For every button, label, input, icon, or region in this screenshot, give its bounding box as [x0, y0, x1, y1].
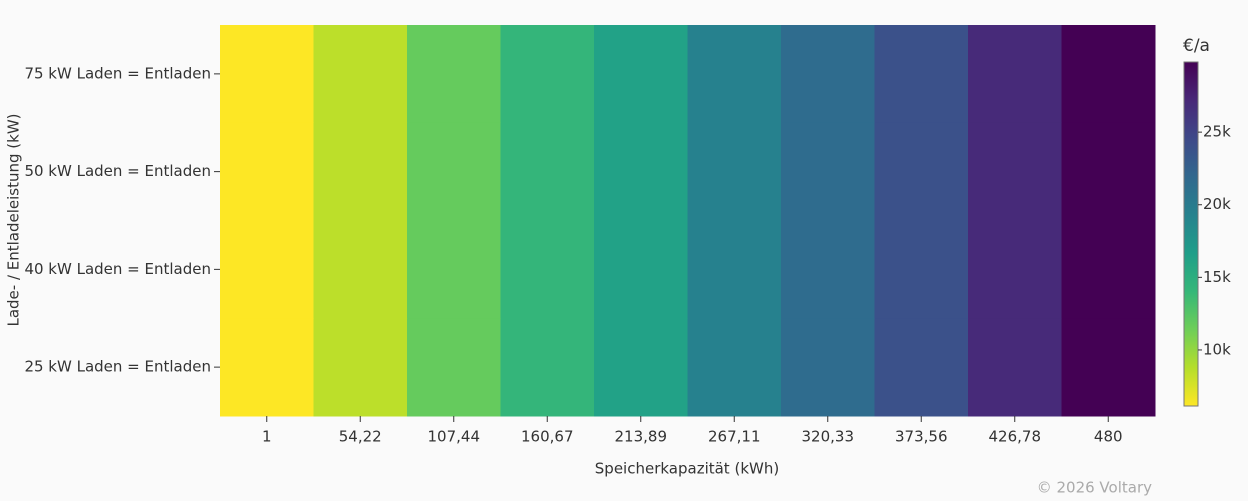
heatmap-cell [313, 220, 408, 319]
x-tick-label: 1 [262, 428, 272, 446]
heatmap-cell [1061, 122, 1156, 221]
heatmap-cell [968, 220, 1062, 319]
heatmap-cell [220, 25, 314, 124]
heatmap-cell [874, 122, 969, 221]
colorbar [1183, 61, 1199, 407]
heatmap-cell [313, 122, 408, 221]
y-tick-label: 25 kW Laden = Entladen [24, 358, 211, 376]
x-tick-label: 373,56 [895, 428, 948, 446]
heatmap-cell [687, 318, 782, 417]
heatmap-cell [1061, 220, 1156, 319]
heatmap-cell [781, 318, 875, 417]
heatmap-cell [407, 25, 501, 124]
y-tick-label: 75 kW Laden = Entladen [24, 64, 211, 82]
x-tick-label: 107,44 [428, 428, 481, 446]
x-tick-label: 54,22 [339, 428, 382, 446]
heatmap-cell [594, 122, 688, 221]
heatmap-cell [781, 25, 875, 124]
heatmap-cell [594, 25, 688, 124]
heatmap-cell [313, 25, 408, 124]
heatmap-cell [687, 122, 782, 221]
heatmap-cell [500, 220, 595, 319]
colorbar-title: €/a [1183, 36, 1210, 56]
x-tick-label: 267,11 [708, 428, 761, 446]
heatmap-cell [407, 318, 501, 417]
x-axis-label: Speicherkapazität (kWh) [595, 460, 779, 478]
heatmap-cell [687, 25, 782, 124]
x-tick-label: 426,78 [989, 428, 1042, 446]
x-tick-label: 320,33 [802, 428, 855, 446]
colorbar-tick-label: 25k [1203, 123, 1231, 141]
heatmap-cell [313, 318, 408, 417]
y-axis-label: Lade- / Entladeleistung (kW) [5, 113, 23, 326]
heatmap-cell [1061, 318, 1156, 417]
heatmap-cell [594, 318, 688, 417]
heatmap-cell [220, 122, 314, 221]
y-tick-label: 50 kW Laden = Entladen [24, 162, 211, 180]
x-tick-label: 480 [1094, 428, 1123, 446]
heatmap-cell [874, 318, 969, 417]
heatmap-cell [874, 220, 969, 319]
heatmap-cell [594, 220, 688, 319]
heatmap-cell [1061, 25, 1156, 124]
heatmap-cell [500, 318, 595, 417]
colorbar-tick-label: 15k [1203, 268, 1231, 286]
colorbar-tick-label: 10k [1203, 340, 1231, 358]
heatmap-cell [407, 220, 501, 319]
heatmap-cell [500, 122, 595, 221]
heatmap-cell [968, 318, 1062, 417]
heatmap-cell [874, 25, 969, 124]
x-tick-label: 160,67 [521, 428, 574, 446]
watermark: © 2026 Voltary [1037, 479, 1152, 497]
heatmap-cell [687, 220, 782, 319]
heatmap-cell [500, 25, 595, 124]
heatmap-cell [781, 220, 875, 319]
x-tick-label: 213,89 [615, 428, 668, 446]
y-tick-label: 40 kW Laden = Entladen [24, 260, 211, 278]
heatmap-cell [220, 318, 314, 417]
heatmap-cell [220, 220, 314, 319]
colorbar-tick-label: 20k [1203, 195, 1231, 213]
heatmap-cell [407, 122, 501, 221]
heatmap-cell [968, 25, 1062, 124]
heatmap-cell [781, 122, 875, 221]
heatmap-cell [968, 122, 1062, 221]
